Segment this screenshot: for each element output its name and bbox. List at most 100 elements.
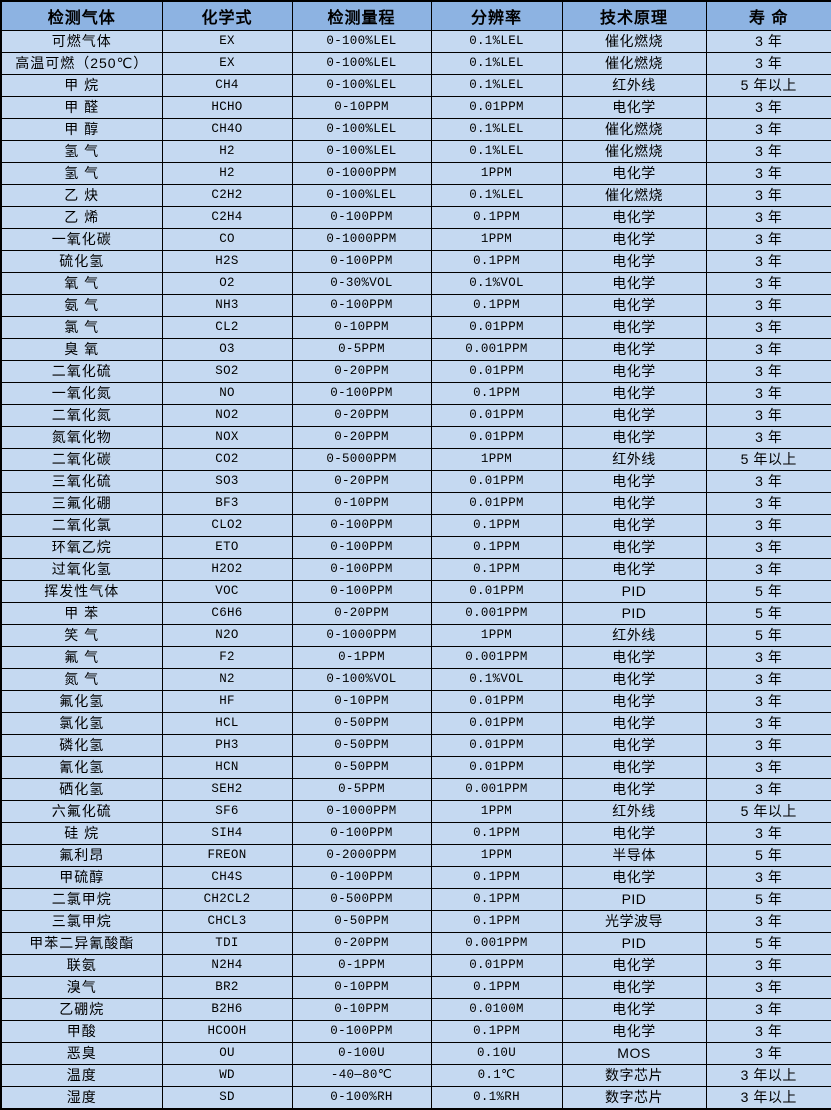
cell-gas: 一氧化碳 <box>0 228 163 251</box>
table-row: 溴气 BR2 0-10PPM 0.1PPM 电化学 3 年 <box>0 976 831 999</box>
table-row: 三氯甲烷 CHCL3 0-50PPM 0.1PPM 光学波导 3 年 <box>0 910 831 933</box>
cell-life: 3 年 <box>705 866 831 889</box>
cell-range: 0-100%LEL <box>291 74 432 97</box>
cell-tech: MOS <box>561 1042 707 1065</box>
cell-gas: 恶臭 <box>0 1042 163 1065</box>
cell-gas: 高温可燃（250℃） <box>0 52 163 75</box>
table-row: 乙 炔 C2H2 0-100%LEL 0.1%LEL 催化燃烧 3 年 <box>0 184 831 207</box>
cell-res: 0.01PPM <box>430 954 563 977</box>
cell-form: CO <box>161 228 293 251</box>
cell-range: 0-10PPM <box>291 690 432 713</box>
cell-gas: 硒化氢 <box>0 778 163 801</box>
table-row: 湿度 SD 0-100%RH 0.1%RH 数字芯片 3 年以上 <box>0 1086 831 1110</box>
cell-life: 3 年 <box>705 162 831 185</box>
cell-range: 0-1PPM <box>291 646 432 669</box>
cell-form: N2O <box>161 624 293 647</box>
column-header-resolution: 分辨率 <box>430 0 563 31</box>
cell-life: 3 年 <box>705 360 831 383</box>
table-row: 磷化氢 PH3 0-50PPM 0.01PPM 电化学 3 年 <box>0 734 831 757</box>
cell-form: H2S <box>161 250 293 273</box>
cell-life: 3 年 <box>705 668 831 691</box>
cell-form: EX <box>161 30 293 53</box>
cell-form: HCL <box>161 712 293 735</box>
cell-life: 3 年 <box>705 646 831 669</box>
cell-res: 0.001PPM <box>430 778 563 801</box>
cell-life: 3 年 <box>705 294 831 317</box>
cell-gas: 二氧化硫 <box>0 360 163 383</box>
cell-range: 0-20PPM <box>291 932 432 955</box>
cell-gas: 氟 气 <box>0 646 163 669</box>
column-header-gas: 检测气体 <box>0 0 163 31</box>
table-row: 氯化氢 HCL 0-50PPM 0.01PPM 电化学 3 年 <box>0 712 831 735</box>
cell-range: 0-2000PPM <box>291 844 432 867</box>
table-row: 氮 气 N2 0-100%VOL 0.1%VOL 电化学 3 年 <box>0 668 831 691</box>
cell-form: CH4O <box>161 118 293 141</box>
cell-life: 3 年 <box>705 756 831 779</box>
cell-gas: 三氟化硼 <box>0 492 163 515</box>
cell-res: 0.01PPM <box>430 96 563 119</box>
table-row: 氟利昂 FREON 0-2000PPM 1PPM 半导体 5 年 <box>0 844 831 867</box>
cell-tech: 红外线 <box>561 448 707 471</box>
cell-range: 0-20PPM <box>291 602 432 625</box>
cell-form: CLO2 <box>161 514 293 537</box>
cell-gas: 硫化氢 <box>0 250 163 273</box>
cell-life: 5 年以上 <box>705 74 831 97</box>
cell-form: CHCL3 <box>161 910 293 933</box>
cell-tech: 电化学 <box>561 382 707 405</box>
cell-life: 3 年 <box>705 1042 831 1065</box>
cell-res: 0.1%LEL <box>430 184 563 207</box>
cell-life: 3 年 <box>705 558 831 581</box>
cell-form: OU <box>161 1042 293 1065</box>
cell-res: 0.1PPM <box>430 250 563 273</box>
cell-life: 5 年 <box>705 844 831 867</box>
cell-life: 5 年 <box>705 932 831 955</box>
cell-range: -40—80℃ <box>291 1064 432 1087</box>
cell-tech: PID <box>561 888 707 911</box>
table-row: 二氧化碳 CO2 0-5000PPM 1PPM 红外线 5 年以上 <box>0 448 831 471</box>
cell-gas: 甲苯二异氰酸酯 <box>0 932 163 955</box>
cell-res: 0.1%LEL <box>430 74 563 97</box>
cell-gas: 一氧化氮 <box>0 382 163 405</box>
cell-res: 1PPM <box>430 624 563 647</box>
cell-range: 0-50PPM <box>291 734 432 757</box>
table-row: 笑 气 N2O 0-1000PPM 1PPM 红外线 5 年 <box>0 624 831 647</box>
cell-res: 0.01PPM <box>430 580 563 603</box>
cell-form: NH3 <box>161 294 293 317</box>
cell-life: 5 年 <box>705 624 831 647</box>
cell-range: 0-1000PPM <box>291 800 432 823</box>
cell-form: FREON <box>161 844 293 867</box>
cell-form: C2H4 <box>161 206 293 229</box>
cell-res: 0.0100M <box>430 998 563 1021</box>
cell-tech: 红外线 <box>561 624 707 647</box>
table-row: 氯 气 CL2 0-10PPM 0.01PPM 电化学 3 年 <box>0 316 831 339</box>
cell-form: PH3 <box>161 734 293 757</box>
table-row: 臭 氧 O3 0-5PPM 0.001PPM 电化学 3 年 <box>0 338 831 361</box>
cell-tech: 电化学 <box>561 866 707 889</box>
column-header-range: 检测量程 <box>291 0 432 31</box>
cell-gas: 氯化氢 <box>0 712 163 735</box>
cell-tech: 电化学 <box>561 492 707 515</box>
cell-tech: 电化学 <box>561 360 707 383</box>
cell-form: HF <box>161 690 293 713</box>
cell-form: C2H2 <box>161 184 293 207</box>
cell-range: 0-1000PPM <box>291 162 432 185</box>
cell-gas: 笑 气 <box>0 624 163 647</box>
cell-form: NOX <box>161 426 293 449</box>
table-row: 硫化氢 H2S 0-100PPM 0.1PPM 电化学 3 年 <box>0 250 831 273</box>
cell-res: 0.1PPM <box>430 558 563 581</box>
cell-range: 0-100PPM <box>291 866 432 889</box>
cell-form: WD <box>161 1064 293 1087</box>
cell-range: 0-100%LEL <box>291 118 432 141</box>
cell-tech: 电化学 <box>561 976 707 999</box>
cell-gas: 氢 气 <box>0 162 163 185</box>
cell-form: N2 <box>161 668 293 691</box>
cell-res: 0.1PPM <box>430 822 563 845</box>
cell-gas: 氨 气 <box>0 294 163 317</box>
cell-res: 0.01PPM <box>430 316 563 339</box>
table-row: 可燃气体 EX 0-100%LEL 0.1%LEL 催化燃烧 3 年 <box>0 30 831 53</box>
cell-life: 3 年 <box>705 910 831 933</box>
cell-res: 0.01PPM <box>430 492 563 515</box>
cell-form: BF3 <box>161 492 293 515</box>
cell-gas: 甲 醇 <box>0 118 163 141</box>
cell-range: 0-100%VOL <box>291 668 432 691</box>
